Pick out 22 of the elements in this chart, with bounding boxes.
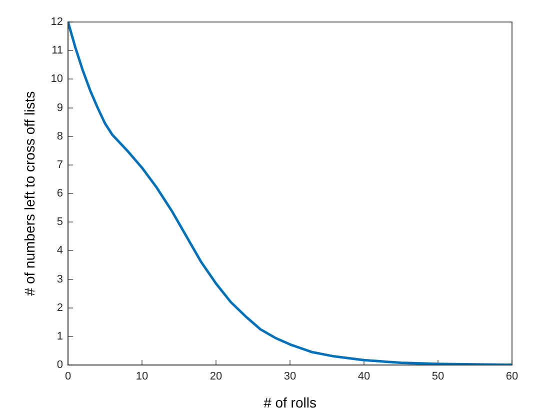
y-tick-label: 5 xyxy=(56,216,64,228)
y-tick-label: 11 xyxy=(52,44,64,57)
y-tick-label: 3 xyxy=(56,273,64,286)
x-tick-label: 40 xyxy=(358,370,370,383)
x-tick-label: 50 xyxy=(432,370,444,383)
y-tick-label: 9 xyxy=(56,102,64,114)
x-tick-label: 20 xyxy=(210,370,222,383)
x-tick-label: 0 xyxy=(64,370,72,383)
y-tick-label: 7 xyxy=(56,158,64,171)
y-tick-label: 12 xyxy=(50,16,64,28)
x-tick-label: 60 xyxy=(506,370,518,383)
x-axis-title: # of rolls xyxy=(264,394,316,410)
y-tick-label: 4 xyxy=(56,244,64,257)
y-tick-label: 6 xyxy=(56,188,64,200)
y-tick-label: 10 xyxy=(50,73,64,86)
y-tick-label: 2 xyxy=(56,302,64,314)
x-tick-label: 10 xyxy=(136,370,148,383)
x-tick-label: 30 xyxy=(284,370,296,383)
y-tick-label: 0 xyxy=(56,359,64,372)
y-tick-label: 1 xyxy=(56,330,64,342)
y-axis-title: # of numbers left to cross off lists xyxy=(21,91,38,296)
y-tick-label: 8 xyxy=(56,130,64,142)
